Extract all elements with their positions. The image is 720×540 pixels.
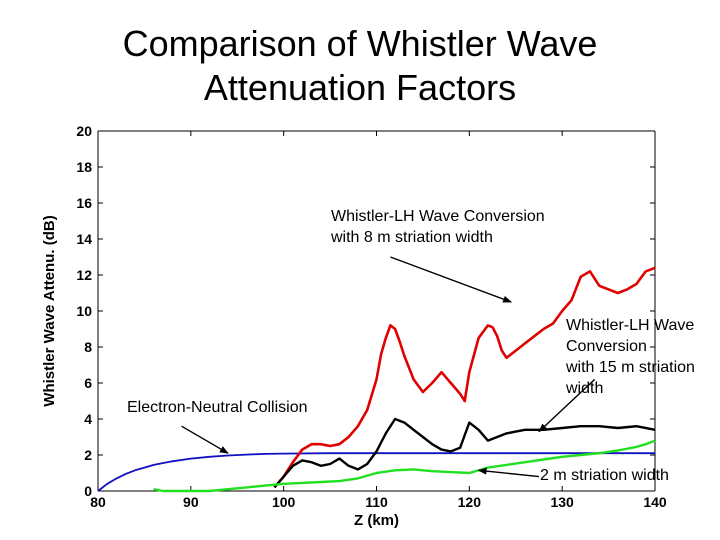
- y-tick-label: 14: [76, 231, 92, 247]
- x-axis-label: Z (km): [354, 512, 399, 529]
- annotation-15m-line-2: Conversion: [566, 338, 647, 355]
- annotation-8m: Whistler-LH Wave Conversion with 8 m str…: [331, 206, 545, 248]
- annotation-15m-line-3: with 15 m striation: [566, 359, 695, 376]
- annotation-electron-neutral: Electron-Neutral Collision: [127, 397, 308, 418]
- chart-title-line-1: Comparison of Whistler Wave: [122, 23, 598, 64]
- x-tick-label: 100: [272, 494, 296, 510]
- y-tick-label: 18: [76, 159, 92, 175]
- arrow-electron-neutral: [181, 425, 229, 454]
- y-tick-label: 20: [76, 123, 92, 139]
- y-tick-label: 12: [76, 267, 92, 283]
- arrow-15m: [538, 378, 596, 433]
- y-tick-label: 8: [84, 339, 92, 355]
- arrow-2m: [477, 467, 540, 478]
- annotation-15m-line-4: width: [566, 380, 604, 397]
- x-tick-label: 130: [550, 494, 574, 510]
- x-tick-label: 80: [90, 494, 106, 510]
- chart-title-line-2: Attenuation Factors: [203, 67, 517, 108]
- y-tick-label: 6: [84, 375, 92, 391]
- series-2m-striation-line: [153, 439, 656, 493]
- x-tick-label: 140: [643, 494, 667, 510]
- annotation-8m-line-2: with 8 m striation width: [331, 229, 493, 246]
- annotation-2m: 2 m striation width: [540, 465, 669, 486]
- annotation-8m-line-1: Whistler-LH Wave Conversion: [331, 208, 545, 225]
- arrow-8m: [390, 256, 513, 303]
- annotation-15m-line-1: Whistler-LH Wave: [566, 317, 695, 334]
- annotation-15m: Whistler-LH Wave Conversion with 15 m st…: [566, 315, 695, 399]
- x-tick-label: 120: [458, 494, 482, 510]
- x-tick-label: 90: [183, 494, 199, 510]
- x-tick-label: 110: [365, 494, 388, 510]
- chart-title: Comparison of Whistler Wave Attenuation …: [0, 22, 720, 110]
- annotation-electron-neutral-line-1: Electron-Neutral Collision: [127, 399, 308, 416]
- y-tick-label: 4: [84, 411, 92, 427]
- y-axis-label: Whistler Wave Attenu. (dB): [41, 215, 58, 406]
- y-tick-label: 0: [84, 483, 92, 499]
- y-tick-label: 2: [84, 447, 92, 463]
- series-8m-striation-line: [273, 266, 656, 489]
- y-tick-label: 10: [76, 303, 92, 319]
- y-tick-label: 16: [76, 195, 92, 211]
- annotation-2m-line-1: 2 m striation width: [540, 467, 669, 484]
